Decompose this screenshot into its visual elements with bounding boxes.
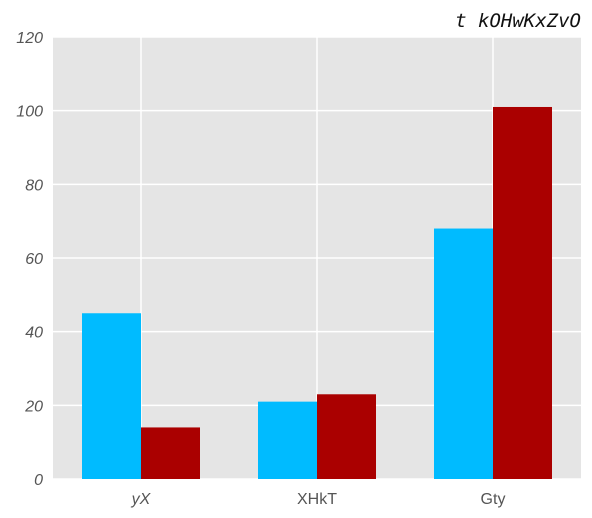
x-tick-label: XHkT xyxy=(297,491,337,508)
x-axis: yX XHkT Gty xyxy=(131,491,506,508)
chart-title: t kOHwKxZvO xyxy=(455,10,581,32)
y-tick-label: 40 xyxy=(25,325,43,342)
bars xyxy=(82,106,552,479)
y-tick-label: 60 xyxy=(25,251,43,268)
y-axis: 0 20 40 60 80 100 120 xyxy=(16,30,43,489)
bar xyxy=(82,313,141,479)
x-tick-label: Gty xyxy=(481,491,506,508)
bar xyxy=(493,106,552,479)
y-tick-label: 0 xyxy=(34,472,43,489)
y-tick-label: 120 xyxy=(16,30,43,47)
y-tick-label: 100 xyxy=(16,104,43,121)
bar xyxy=(141,427,200,479)
bar xyxy=(258,401,317,479)
bar xyxy=(317,394,376,479)
bar xyxy=(434,228,493,479)
y-tick-label: 80 xyxy=(25,177,43,194)
x-tick-label: yX xyxy=(131,491,152,508)
y-tick-label: 20 xyxy=(24,398,43,415)
